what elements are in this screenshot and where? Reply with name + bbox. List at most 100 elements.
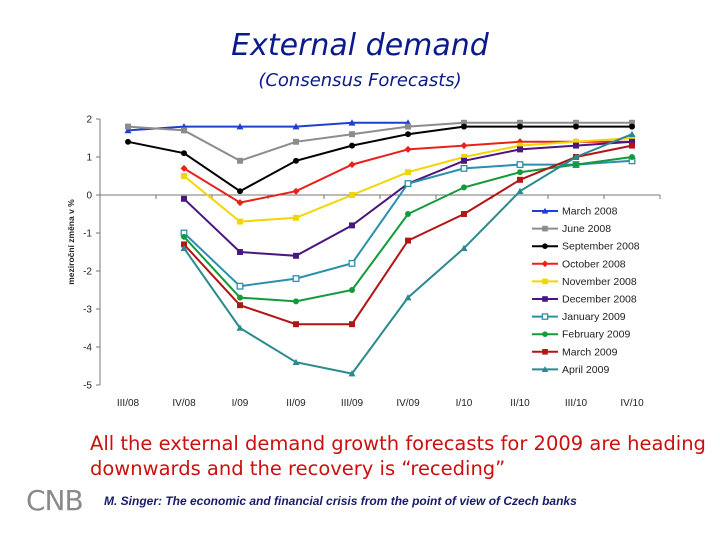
data-point — [292, 123, 300, 130]
data-point — [236, 324, 244, 331]
data-point — [460, 244, 468, 251]
data-point — [405, 237, 411, 244]
chart-axes: 2 1 0 -1 -2 -3 -4 -5 III/08 IV/08 I/09 II/09 III/09 I… — [66, 115, 661, 409]
slide-title: External demand — [231, 28, 489, 63]
data-point — [349, 142, 355, 149]
legend-entry: September 2008 — [532, 241, 640, 253]
data-point — [236, 282, 244, 290]
data-point — [293, 298, 299, 305]
data-point — [629, 138, 635, 145]
data-point — [237, 249, 243, 255]
series-layer — [124, 119, 636, 377]
data-point — [405, 211, 411, 217]
data-point — [349, 222, 355, 229]
series-line — [127, 121, 632, 162]
y-tick-label: 0 — [86, 191, 92, 202]
data-point — [181, 241, 187, 248]
x-tick-label: III/10 — [565, 398, 588, 409]
data-point — [293, 252, 299, 259]
data-point — [181, 195, 187, 202]
data-point — [573, 161, 579, 168]
x-tick-label: IV/09 — [396, 398, 420, 409]
data-point — [629, 154, 635, 160]
data-point — [237, 294, 243, 301]
series-8 — [181, 142, 635, 328]
legend-label: March 2009 — [562, 346, 618, 358]
y-tick-label: -3 — [83, 305, 92, 316]
data-point — [542, 278, 548, 285]
data-point — [628, 130, 636, 137]
legend-entry: March 2009 — [532, 346, 618, 358]
x-tick-label: III/08 — [117, 398, 140, 409]
data-point — [573, 138, 579, 145]
legend-label: December 2008 — [562, 294, 637, 306]
data-point — [349, 192, 355, 198]
x-tick-label: IV/10 — [620, 398, 644, 409]
legend-label: April 2009 — [562, 364, 609, 376]
slide-footer: M. Singer: The economic and financial cr… — [104, 494, 577, 508]
data-point — [293, 214, 299, 221]
data-point — [236, 123, 244, 130]
data-point — [349, 321, 355, 328]
data-point — [517, 123, 523, 130]
legend-entry: October 2008 — [532, 258, 626, 270]
series-7 — [181, 154, 635, 305]
data-point — [516, 161, 524, 169]
data-point — [349, 131, 355, 138]
data-point — [293, 138, 299, 145]
data-point — [517, 176, 523, 183]
y-tick-label: -1 — [83, 229, 92, 240]
data-point — [629, 123, 635, 130]
data-point — [572, 153, 580, 160]
data-point — [629, 135, 635, 141]
cnb-logo: CNB — [26, 484, 84, 517]
series-4 — [181, 135, 635, 225]
x-tick-label: I/09 — [232, 398, 249, 409]
data-point — [404, 145, 412, 153]
data-point — [517, 146, 523, 153]
data-point — [542, 331, 548, 338]
series-9 — [180, 130, 636, 377]
data-point — [405, 131, 411, 138]
data-point — [293, 321, 299, 328]
data-point — [181, 173, 187, 179]
data-point — [460, 142, 468, 150]
data-point — [542, 225, 548, 232]
y-tick-label: -2 — [83, 267, 92, 278]
data-point — [125, 123, 131, 130]
data-point — [292, 275, 300, 283]
data-point — [237, 188, 243, 195]
data-point — [541, 207, 549, 214]
data-point — [541, 366, 549, 373]
legend-entry: January 2009 — [532, 311, 626, 323]
legend-label: October 2008 — [562, 258, 626, 270]
y-tick-label: 1 — [86, 153, 92, 164]
legend-entry: June 2008 — [532, 223, 611, 235]
y-axis-label: meziroční změna v % — [66, 199, 76, 285]
y-tick-label: 2 — [86, 115, 92, 126]
data-point — [541, 260, 549, 268]
data-point — [517, 169, 523, 176]
legend-label: November 2008 — [562, 276, 637, 288]
data-point — [124, 126, 132, 134]
data-point — [516, 187, 524, 194]
data-point — [629, 142, 635, 149]
data-point — [542, 243, 548, 250]
data-point — [461, 154, 467, 160]
data-point — [348, 259, 356, 267]
series-line — [127, 121, 408, 132]
series-2 — [125, 123, 635, 195]
legend-entry: November 2008 — [532, 276, 637, 288]
data-point — [181, 127, 187, 134]
data-point — [237, 157, 243, 164]
data-point — [349, 287, 355, 293]
slide-caption: All the external demand growth forecasts… — [90, 432, 706, 480]
data-point — [180, 164, 188, 172]
legend-label: January 2009 — [562, 311, 626, 323]
series-1 — [125, 119, 635, 164]
data-point — [517, 119, 523, 126]
legend-label: March 2008 — [562, 206, 618, 218]
data-point — [404, 180, 412, 188]
x-tick-label: II/10 — [510, 398, 530, 409]
